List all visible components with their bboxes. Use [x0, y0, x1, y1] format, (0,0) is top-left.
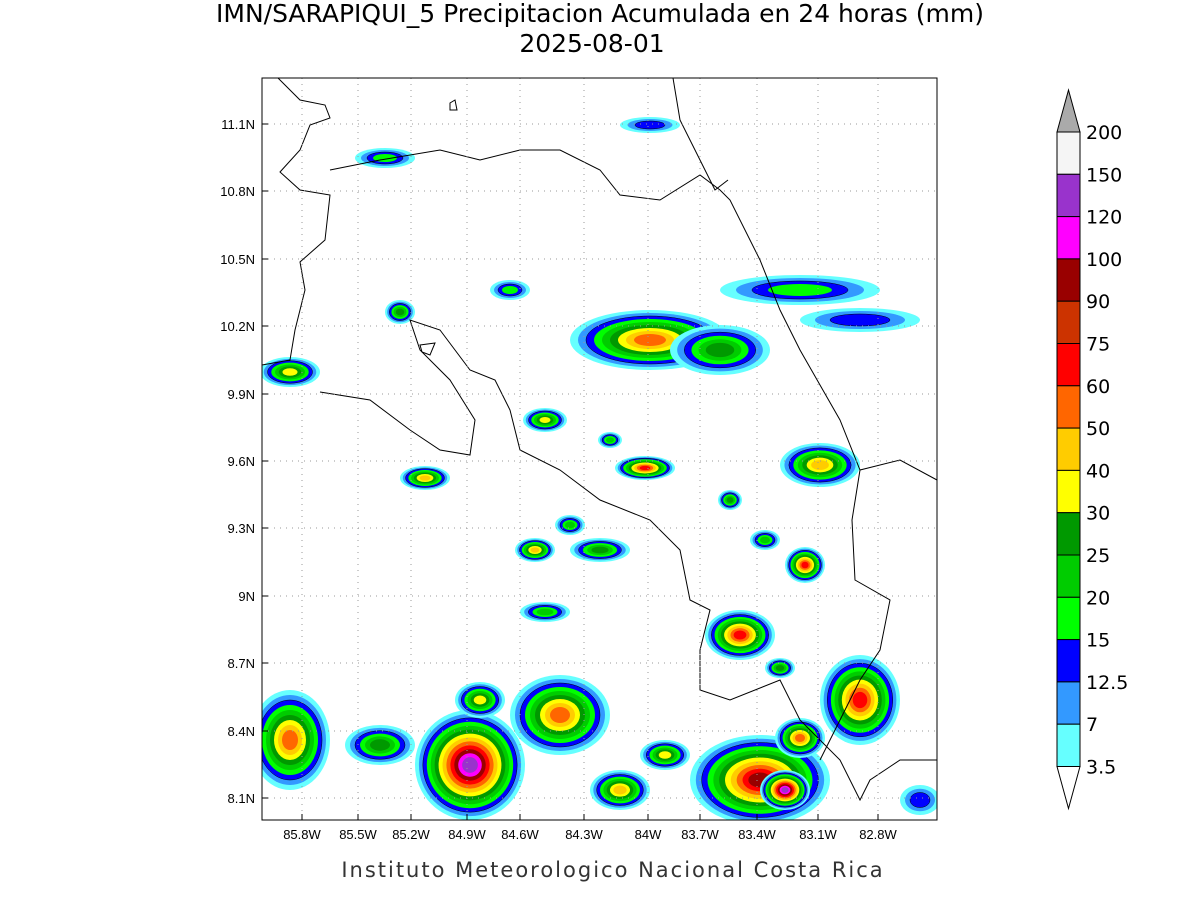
- lon-label: 83.1W: [799, 827, 837, 842]
- lat-label: 9.6N: [228, 454, 255, 469]
- colorbar-segment: [1056, 343, 1081, 387]
- precip-blob: [282, 730, 298, 750]
- colorbar-segment: [1056, 385, 1081, 429]
- colorbar-label: 25: [1086, 545, 1110, 567]
- precip-blob: [760, 536, 770, 544]
- lon-label: 84.6W: [501, 827, 539, 842]
- precip-blob: [539, 417, 551, 423]
- precip-blob: [634, 334, 666, 346]
- colorbar-segment: [1056, 596, 1081, 641]
- precip-blob: [530, 547, 540, 553]
- colorbar-label: 40: [1086, 460, 1110, 482]
- colorbar-segment: [1056, 131, 1081, 175]
- lon-label: 82.8W: [859, 827, 897, 842]
- lon-label: 84.3W: [565, 827, 603, 842]
- precip-blob: [733, 630, 747, 640]
- precip-blob: [705, 342, 735, 358]
- lon-label: 84W: [635, 827, 662, 842]
- lat-label: 9N: [238, 589, 255, 604]
- colorbar-label: 50: [1086, 418, 1110, 440]
- precip-blob: [775, 665, 785, 671]
- lat-label: 8.1N: [228, 791, 255, 806]
- colorbar-segment: [1056, 512, 1081, 556]
- lon-label: 85.2W: [392, 827, 430, 842]
- lon-label: 83.4W: [738, 827, 776, 842]
- precip-blob: [536, 608, 554, 616]
- precip-blob: [639, 465, 651, 471]
- colorbar-label: 100: [1086, 249, 1122, 271]
- colorbar-label: 90: [1086, 291, 1110, 313]
- colorbar-label: 120: [1086, 207, 1122, 229]
- precip-blob: [768, 284, 832, 296]
- precip-blob: [550, 707, 570, 723]
- colorbar-label: 200: [1086, 122, 1122, 144]
- colorbar-label: 75: [1086, 334, 1110, 356]
- precip-blob: [811, 460, 829, 470]
- precip-blob: [726, 497, 734, 503]
- colorbar-label: 3.5: [1086, 757, 1116, 779]
- precip-blob: [634, 120, 666, 130]
- precip-field: [262, 78, 937, 820]
- precip-blob: [658, 751, 672, 759]
- precip-blob: [462, 757, 478, 773]
- lat-label: 8.7N: [228, 656, 255, 671]
- precip-blob: [852, 691, 868, 709]
- colorbar-segment: [1056, 300, 1081, 345]
- lat-label: 10.5N: [220, 252, 255, 267]
- lon-label: 84.9W: [448, 827, 486, 842]
- colorbar-label: 30: [1086, 503, 1110, 525]
- precip-blob: [781, 787, 789, 793]
- colorbar-label: 12.5: [1086, 672, 1128, 694]
- title: IMN/SARAPIQUI_5 Precipitacion Acumulada …: [216, 0, 984, 28]
- lat-label: 10.2N: [220, 319, 255, 334]
- lat-label: 8.4N: [228, 724, 255, 739]
- lat-label: 9.9N: [228, 387, 255, 402]
- colorbar-segment: [1056, 173, 1081, 218]
- precip-blob: [613, 785, 627, 795]
- precip-blob: [829, 313, 891, 327]
- precip-blob: [395, 308, 405, 316]
- colorbar-label: 60: [1086, 376, 1110, 398]
- lat-label: 11.1N: [221, 117, 255, 132]
- precip-blob: [565, 521, 575, 529]
- precip-blob: [502, 286, 518, 294]
- colorbar-label: 150: [1086, 164, 1122, 186]
- colorbar-segment: [1056, 427, 1081, 471]
- colorbar-segment: [1056, 681, 1081, 725]
- precip-blob: [606, 437, 614, 443]
- date: 2025-08-01: [519, 29, 664, 58]
- footer: Instituto Meteorologico Nacional Costa R…: [341, 858, 884, 882]
- precip-blob: [801, 561, 809, 569]
- colorbar-segment: [1056, 258, 1081, 302]
- colorbar-segment: [1056, 639, 1081, 683]
- colorbar-top-arrow: [1056, 88, 1081, 133]
- precip-blob: [795, 734, 805, 742]
- lon-label: 85.8W: [283, 827, 321, 842]
- colorbar-label: 15: [1086, 630, 1110, 652]
- precip-blob: [909, 792, 931, 808]
- lat-label: 9.3N: [228, 521, 255, 536]
- colorbar-bottom-arrow: [1056, 766, 1081, 811]
- lon-label: 83.7W: [681, 827, 719, 842]
- colorbar-segment: [1056, 554, 1081, 598]
- colorbar-segment: [1056, 723, 1081, 768]
- lat-label: 10.8N: [220, 184, 255, 199]
- colorbar-segment: [1056, 469, 1081, 514]
- lon-label: 85.5W: [339, 827, 377, 842]
- precip-blob: [370, 739, 390, 751]
- precip-blob: [591, 546, 609, 554]
- precip-blob: [282, 368, 298, 376]
- precip-blob: [473, 695, 487, 705]
- precip-blob: [419, 475, 431, 481]
- map-frame: [261, 77, 938, 821]
- colorbar-segment: [1056, 216, 1081, 260]
- colorbar-label: 20: [1086, 587, 1110, 609]
- colorbar-label: 7: [1086, 714, 1098, 736]
